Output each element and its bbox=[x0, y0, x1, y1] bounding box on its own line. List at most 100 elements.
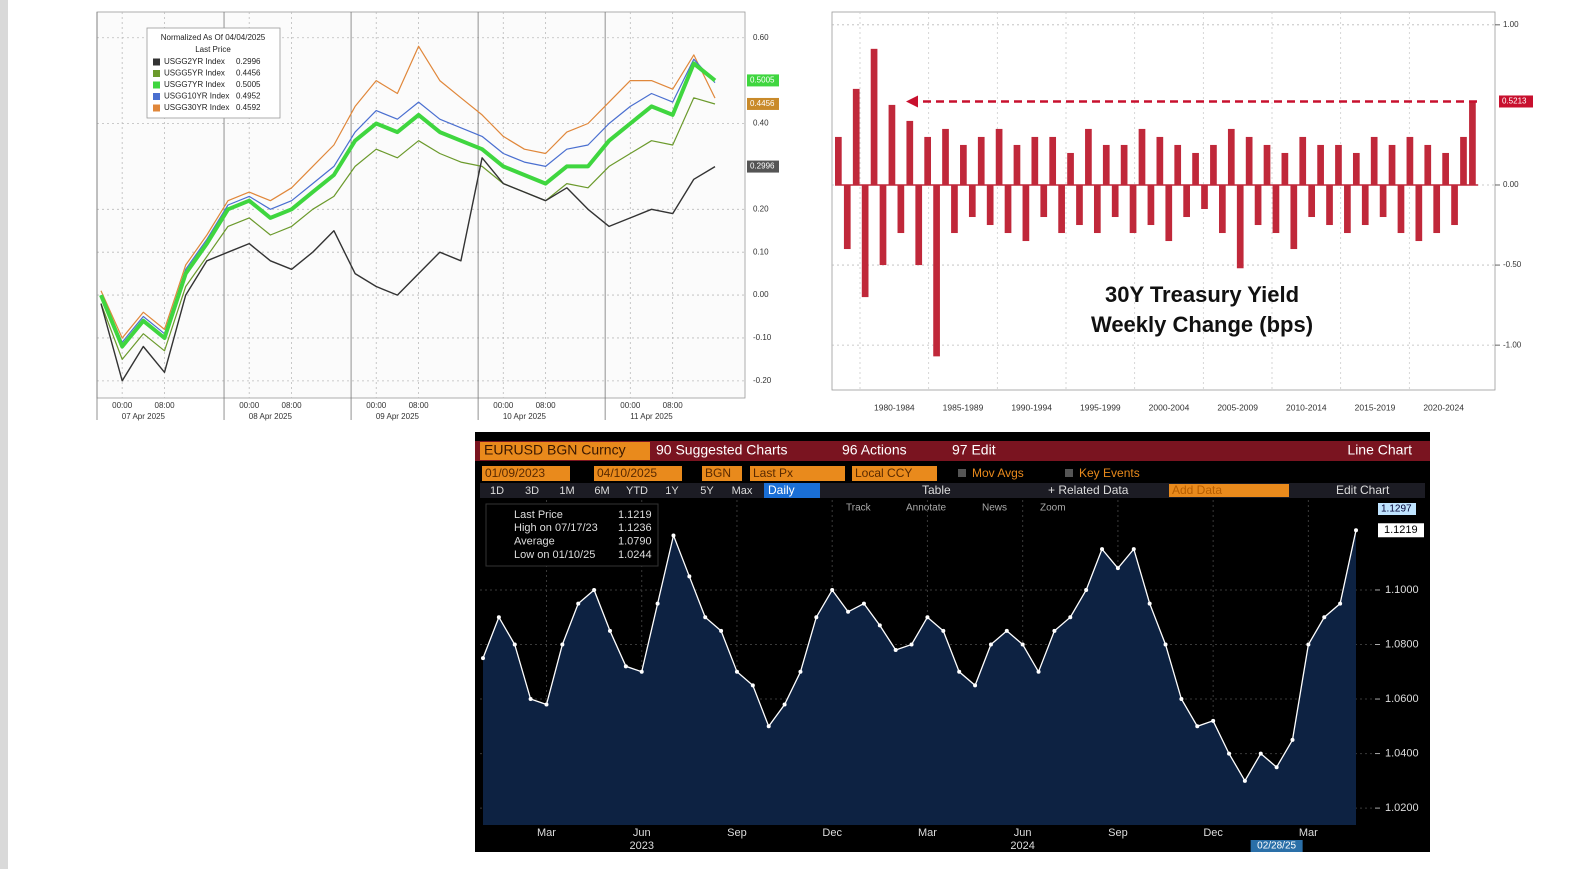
legend-title: Normalized As Of 04/04/2025 bbox=[161, 33, 266, 42]
toggle-label[interactable]: Key Events bbox=[1079, 466, 1140, 480]
point bbox=[1147, 601, 1152, 606]
bar bbox=[1093, 184, 1101, 234]
x-tick-label: 2010-2014 bbox=[1286, 402, 1327, 412]
point bbox=[893, 647, 898, 652]
last-price-tag-label: 0.4456 bbox=[750, 99, 775, 108]
bar bbox=[1227, 128, 1235, 185]
point bbox=[560, 642, 565, 647]
x-group-label: 07 Apr 2025 bbox=[122, 412, 166, 421]
input-value: 01/09/2023 bbox=[485, 466, 545, 480]
bar bbox=[1031, 136, 1039, 185]
bar bbox=[1326, 184, 1333, 226]
period-button[interactable]: 3D bbox=[525, 485, 539, 497]
x-group-label: 09 Apr 2025 bbox=[376, 412, 420, 421]
checkbox bbox=[1065, 469, 1073, 477]
input-box[interactable] bbox=[852, 466, 937, 481]
input-box[interactable] bbox=[702, 466, 742, 481]
point bbox=[861, 601, 866, 606]
menu-item[interactable]: 97 Edit bbox=[952, 442, 996, 458]
bar bbox=[1210, 144, 1217, 185]
action-button[interactable]: News bbox=[982, 503, 1007, 514]
y-tick-label: 1.1000 bbox=[1385, 584, 1419, 596]
legend-label: Low on 01/10/25 bbox=[514, 549, 595, 561]
point bbox=[703, 615, 708, 620]
bar bbox=[1004, 184, 1012, 234]
menu-item[interactable]: 90 Suggested Charts bbox=[656, 442, 788, 458]
x-tick-label: 00:00 bbox=[239, 401, 260, 410]
period-button[interactable]: YTD bbox=[626, 485, 648, 497]
input-box[interactable] bbox=[750, 466, 845, 481]
period-button[interactable]: 1M bbox=[559, 485, 574, 497]
point bbox=[973, 683, 978, 688]
point bbox=[814, 615, 819, 620]
tool-button[interactable]: Edit Chart bbox=[1336, 483, 1390, 497]
input-box[interactable] bbox=[594, 466, 682, 481]
bar bbox=[1344, 184, 1351, 234]
annotation-tag bbox=[1378, 502, 1416, 515]
legend-label: USGG2YR Index bbox=[164, 57, 225, 66]
point bbox=[1258, 751, 1263, 756]
bar bbox=[1263, 144, 1271, 185]
bar bbox=[1272, 184, 1280, 234]
annotation-tag bbox=[1499, 95, 1533, 108]
bar bbox=[1442, 152, 1449, 185]
point bbox=[957, 669, 962, 674]
security: EURUSD BGN Curncy bbox=[484, 442, 626, 458]
y-tick-label: 1.0400 bbox=[1385, 747, 1419, 759]
menu-item[interactable]: 96 Actions bbox=[842, 442, 907, 458]
point bbox=[576, 601, 581, 606]
bar bbox=[1415, 184, 1423, 242]
series-line bbox=[100, 97, 716, 360]
legend-label: Average bbox=[514, 536, 555, 548]
bar bbox=[1281, 152, 1289, 185]
legend-swatch bbox=[153, 81, 160, 89]
bar bbox=[1352, 152, 1360, 185]
bar bbox=[1192, 152, 1199, 185]
period-button[interactable]: 1D bbox=[490, 485, 504, 497]
bar bbox=[1379, 184, 1387, 218]
point bbox=[1338, 601, 1343, 606]
bar bbox=[1111, 184, 1119, 218]
period-button[interactable]: 5Y bbox=[700, 485, 714, 497]
tool-button[interactable]: Table bbox=[922, 483, 951, 497]
legend-value: 1.1219 bbox=[618, 509, 652, 521]
input-box[interactable] bbox=[482, 466, 570, 481]
point bbox=[877, 623, 882, 628]
action-button[interactable]: Annotate bbox=[906, 503, 946, 514]
toggle-label[interactable]: Mov Avgs bbox=[972, 466, 1024, 480]
period-button[interactable]: 1Y bbox=[665, 485, 679, 497]
action-button[interactable]: Track bbox=[846, 503, 872, 514]
y-tick-label: -1.00 bbox=[1503, 340, 1522, 349]
point bbox=[719, 628, 724, 633]
action-button[interactable]: Zoom bbox=[1040, 503, 1066, 514]
x-tick-label: 1985-1989 bbox=[943, 402, 984, 412]
period-button[interactable]: 6M bbox=[594, 485, 609, 497]
bar bbox=[1335, 144, 1342, 185]
period-button[interactable]: Max bbox=[732, 485, 753, 497]
x-tick-label: Jun bbox=[1014, 827, 1032, 839]
frequency[interactable]: Daily bbox=[768, 483, 795, 497]
point bbox=[639, 669, 644, 674]
bar bbox=[1469, 101, 1476, 185]
bar bbox=[1120, 144, 1128, 185]
x-tick-label: Sep bbox=[727, 827, 747, 839]
annotation-label: 1.1297 bbox=[1381, 504, 1412, 515]
y-tick-label: 0.10 bbox=[753, 247, 769, 256]
legend-box bbox=[146, 27, 281, 119]
point bbox=[592, 587, 597, 592]
bar bbox=[1058, 184, 1065, 234]
y-tick-label: 1.0600 bbox=[1385, 693, 1419, 705]
tool-button[interactable]: + Related Data bbox=[1048, 483, 1129, 497]
bar bbox=[1049, 136, 1057, 185]
x-tick-label: 2005-2009 bbox=[1217, 402, 1258, 412]
y-tick-label: 1.0200 bbox=[1385, 802, 1419, 814]
tool-button[interactable]: Add Data bbox=[1172, 483, 1222, 497]
legend-label: USGG7YR Index bbox=[164, 80, 225, 89]
point bbox=[1036, 669, 1041, 674]
bar bbox=[968, 184, 976, 218]
point bbox=[988, 642, 993, 647]
bar bbox=[1201, 184, 1208, 210]
legend-value: 1.1236 bbox=[618, 522, 652, 534]
point bbox=[1004, 628, 1009, 633]
side-strip bbox=[0, 0, 8, 869]
